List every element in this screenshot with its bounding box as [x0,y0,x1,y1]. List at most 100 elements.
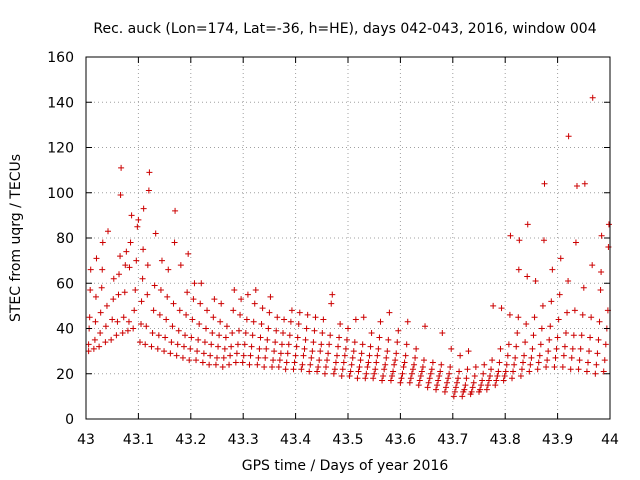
data-point [184,289,191,296]
data-point [602,341,609,348]
data-point [517,373,524,380]
data-point [338,373,345,380]
data-point [186,357,193,364]
y-axis: 0 20 40 60 80 100 120 140 160 [47,50,610,428]
data-point [562,330,569,337]
data-point [217,318,224,325]
data-point [290,366,297,373]
data-point [96,343,103,350]
data-point [122,262,129,269]
data-point [292,352,299,359]
data-point [436,373,443,380]
data-point [374,352,381,359]
data-point [320,316,327,323]
data-point [243,316,250,323]
data-point [221,345,228,352]
data-point [266,309,273,316]
data-point [349,354,356,361]
data-point [231,287,238,294]
data-point [528,354,535,361]
data-point [541,180,548,187]
data-point [426,375,433,382]
data-point [236,327,243,334]
data-point [201,339,208,346]
data-point [241,341,248,348]
data-point [193,357,200,364]
data-point [264,336,271,343]
data-point [119,330,126,337]
data-point [229,330,236,337]
data-point [133,257,140,264]
data-point [118,164,125,171]
data-point [319,330,326,337]
data-point [514,330,521,337]
data-point [339,366,346,373]
data-point [204,307,211,314]
data-point [399,370,406,377]
data-point [282,366,289,373]
data-point [161,348,168,355]
y-tick-label: 60 [56,276,74,292]
data-point [200,350,207,357]
data-point [273,327,280,334]
data-point [284,350,291,357]
data-point [483,386,490,393]
data-point [438,361,445,368]
data-point [397,379,404,386]
data-point [393,350,400,357]
data-point [287,318,294,325]
data-point [570,332,577,339]
data-point [395,327,402,334]
data-point [258,320,265,327]
data-point [601,357,608,364]
data-point [216,332,223,339]
data-point [277,350,284,357]
data-point [524,221,531,228]
data-point [302,336,309,343]
data-point [123,248,130,255]
data-point [304,311,311,318]
data-point [409,366,416,373]
data-point [165,266,172,273]
data-point [567,366,574,373]
data-point [105,228,112,235]
data-point [127,239,134,246]
data-point [568,354,575,361]
data-point [140,205,147,212]
data-point [150,307,157,314]
data-point [138,298,145,305]
data-point [298,366,305,373]
data-point [128,212,135,219]
grid [86,57,610,419]
data-point [242,330,249,337]
data-point [85,348,92,355]
data-point [452,384,459,391]
data-point [402,352,409,359]
data-point [392,357,399,364]
data-point [227,352,234,359]
data-point [593,361,600,368]
x-tick-label: 43.6 [385,432,416,448]
data-point [464,366,471,373]
data-point [565,133,572,140]
data-point [146,169,153,176]
data-point [102,339,109,346]
data-point [556,291,563,298]
data-point [254,361,261,368]
data-point [442,384,449,391]
data-point [503,361,510,368]
data-point [99,239,106,246]
data-point [173,352,180,359]
data-point [487,373,494,380]
data-point [560,352,567,359]
data-point [182,332,189,339]
data-point [502,368,509,375]
data-point [386,309,393,316]
data-point [511,361,518,368]
data-point [375,345,382,352]
data-point [262,354,269,361]
data-point [179,354,186,361]
data-point [288,307,295,314]
data-point [480,370,487,377]
data-point [536,352,543,359]
